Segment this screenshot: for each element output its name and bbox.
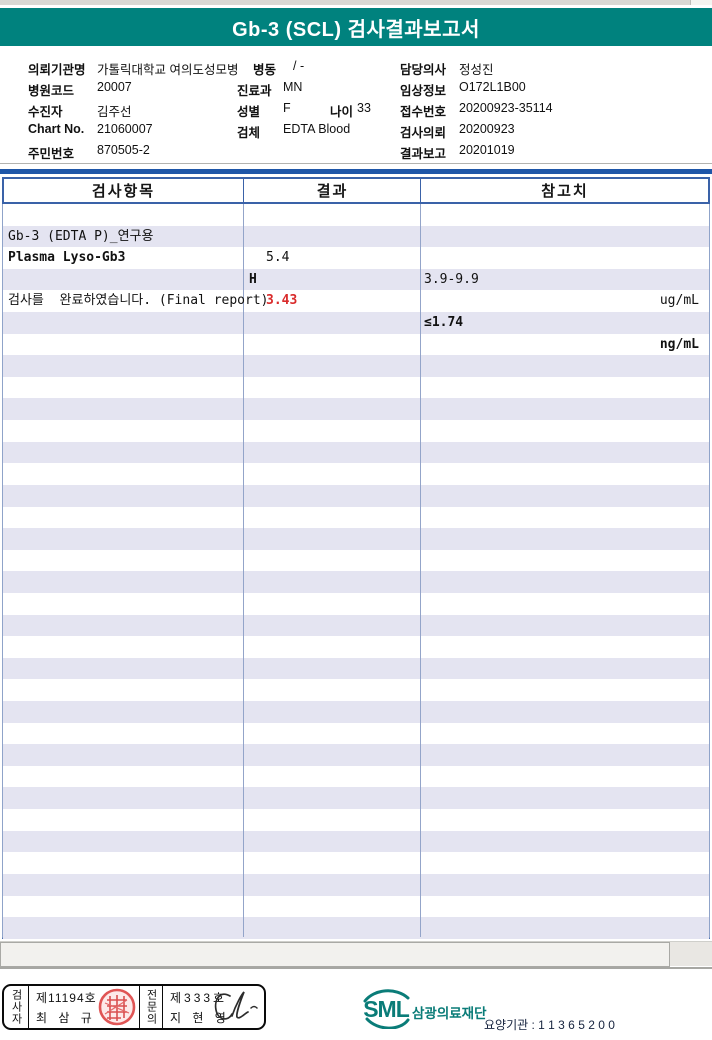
footer-divider-line [0, 967, 712, 969]
column-header-result: 결과 [243, 179, 421, 202]
info-label-order-date: 검사의뢰 [400, 126, 447, 140]
horizontal-scrollbar-track[interactable] [0, 941, 712, 967]
examiner-role-cell: 검사자 [4, 986, 29, 1028]
section-divider-line [0, 163, 712, 164]
info-value-age: 33 [357, 101, 371, 115]
info-label-institution: 의뢰기관명 [28, 63, 86, 77]
column-header-reference: 참고치 [420, 179, 709, 202]
test-reference-range: 3.9-9.9 [424, 271, 479, 287]
results-table-header: 검사항목 결과 참고치 [2, 177, 710, 204]
page-title: Gb-3 (SCL) 검사결과보고서 [232, 18, 480, 41]
test-result-value: 5.4 [266, 250, 290, 266]
info-label-doctor: 담당의사 [400, 63, 447, 77]
info-value-doctor: 정성진 [459, 63, 494, 77]
report-title-bar: Gb-3 (SCL) 검사결과보고서 [0, 8, 712, 46]
info-value-order-date: 20200923 [459, 122, 515, 136]
info-value-patient: 김주선 [97, 105, 132, 119]
test-item-name: Gb-3 (EDTA P)_연구용 [8, 228, 154, 244]
info-value-hospital-code: 20007 [97, 80, 132, 94]
sml-logo-arcs [363, 989, 410, 1029]
examiner-name: 최 삼 규 [36, 1011, 96, 1025]
specialist-cell: 제333호 지 현 영 [163, 986, 264, 1028]
info-label-chart-no: Chart No. [28, 122, 85, 136]
table-row: Gb-3 (EDTA P)_연구용 5.4 3.9-9.9 ug/mL [3, 204, 709, 309]
examiner-role-label: 검사자 [10, 989, 22, 1025]
signature-stamp-box: 검사자 제11194호 최 삼 규 전문의 제333호 지 현 영 [2, 984, 266, 1030]
results-table-body: Gb-3 (EDTA P)_연구용 5.4 3.9-9.9 ug/mL Plas… [2, 204, 710, 939]
info-label-patient: 수진자 [28, 105, 63, 119]
info-value-institution: 가톨릭대학교 여의도성모병 [97, 63, 239, 77]
red-seal-stamp-icon [98, 988, 136, 1026]
test-unit: ng/mL [659, 336, 699, 352]
info-value-department: MN [283, 80, 303, 94]
info-label-ward: 병동 [253, 63, 277, 77]
specialist-role-label: 전문의 [145, 989, 157, 1025]
sml-org-name: 삼광의료재단 [412, 1006, 487, 1021]
column-separator-1 [243, 204, 244, 937]
specialist-license-no: 제333호 [170, 991, 228, 1005]
test-item-name: Plasma Lyso-Gb3 [8, 250, 126, 266]
info-label-hospital-code: 병원코드 [28, 84, 75, 98]
info-label-resident-no: 주민번호 [28, 147, 75, 161]
info-label-clinical-info: 임상정보 [400, 84, 447, 98]
test-reference-range: ≤1.74 [424, 314, 464, 330]
final-report-note-text: 검사를 완료하였습니다. (Final report) [8, 293, 269, 309]
examiner-cell: 제11194호 최 삼 규 [29, 986, 139, 1028]
info-label-report-date: 결과보고 [400, 147, 447, 161]
window-top-strip-corner [690, 0, 712, 5]
test-result-value: 3.43 [266, 293, 298, 309]
info-value-chart-no: 21060007 [97, 122, 153, 136]
info-label-sex: 성별 [237, 105, 261, 119]
org-contact-block: 요양기관 : 1 1 3 6 5 2 0 0 서울특별시 서초구 양재동 9-6… [484, 988, 639, 1040]
info-value-report-date: 20201019 [459, 143, 515, 157]
info-value-specimen: EDTA Blood [283, 122, 351, 136]
sml-logo-icon: SML [362, 989, 410, 1029]
final-report-note: 검사를 완료하였습니다. (Final report) [3, 269, 709, 308]
info-value-sex: F [283, 101, 291, 115]
org-care-institution-no: 요양기관 : 1 1 3 6 5 2 0 0 [484, 1018, 615, 1032]
signature-icon [214, 991, 258, 1020]
specialist-role-cell: 전문의 [139, 986, 163, 1028]
column-separator-2 [420, 204, 421, 937]
horizontal-scrollbar-thumb[interactable] [0, 942, 670, 967]
test-unit: ug/mL [659, 293, 699, 309]
info-label-receipt-no: 접수번호 [400, 105, 447, 119]
examiner-license-no: 제11194호 [36, 991, 97, 1005]
abnormal-flag: H [249, 271, 257, 287]
table-top-rule [0, 169, 712, 174]
info-value-receipt-no: 20200923-35114 [459, 101, 553, 115]
info-label-specimen: 검체 [237, 126, 261, 140]
info-label-age: 나이 [330, 105, 354, 119]
sml-logo-text: SML [363, 996, 410, 1022]
table-row: Plasma Lyso-Gb3 H 3.43 ≤1.74 ng/mL [3, 226, 709, 351]
info-label-department: 진료과 [237, 84, 272, 98]
info-value-ward: / - [293, 59, 305, 73]
window-top-strip [0, 0, 712, 5]
zebra-stripes [3, 204, 709, 939]
info-value-resident-no: 870505-2 [97, 143, 150, 157]
info-value-clinical-info: O172L1B00 [459, 80, 526, 94]
column-header-test-item: 검사항목 [91, 183, 156, 200]
